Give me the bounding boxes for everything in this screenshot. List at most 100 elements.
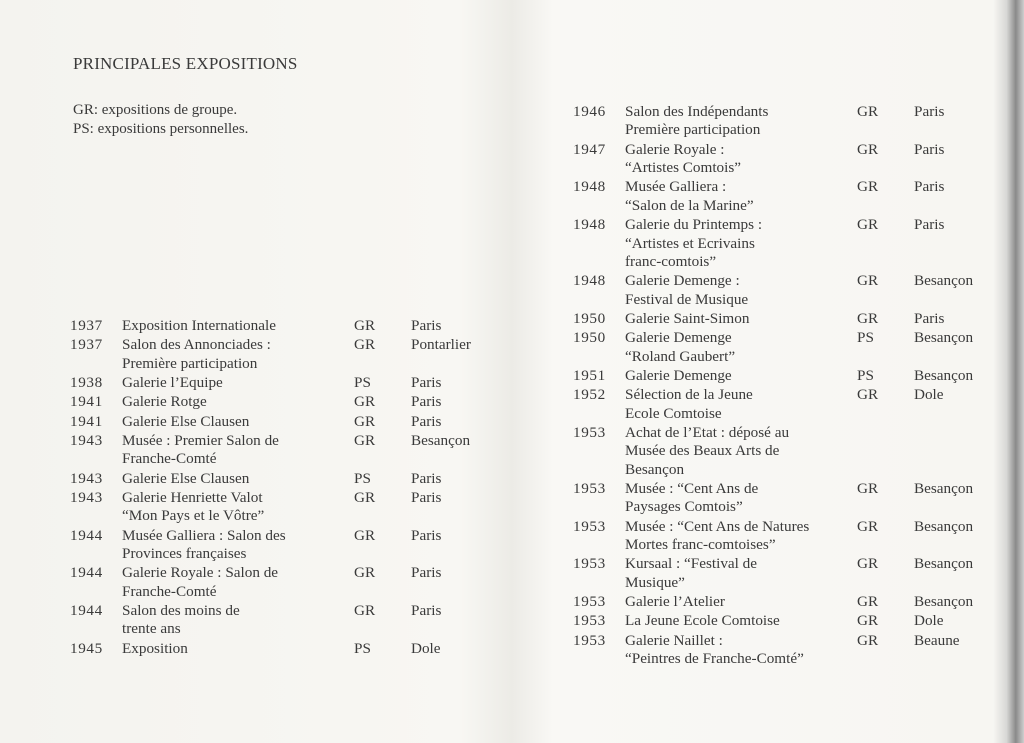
exhibition-city: Besançon [411,431,471,449]
exhibition-entry: Galerie Royale : “Artistes Comtois” 1947 G… [573,141,1003,178]
exhibition-year: 1938 [70,374,103,391]
abbreviation-legend: GR: expositions de groupe. PS: expositio… [73,101,248,139]
exhibition-city: Besançon [914,480,974,498]
exhibition-city: Besançon [914,555,974,573]
exhibition-entry: Galerie Demenge 1951 PS Besançon [573,367,1003,385]
legend-gr: GR: expositions de groupe. [73,102,238,118]
exhibition-year: 1943 [70,431,103,449]
exhibition-year: 1953 [573,480,606,498]
exhibition-title: Musée Galliera : Salon des Provinces fra… [122,526,286,562]
exhibition-title: Musée : “Cent Ans de Natures Mortes fran… [625,517,810,554]
exhibition-year: 1944 [70,564,103,582]
exhibition-title: Galerie Naillet : “Peintres de Franche-C… [625,631,804,668]
exhibition-title: Salon des moins de trente ans [122,602,240,638]
exhibition-title: Galerie Royale : Salon de Franche-Comté [122,564,279,600]
exhibitions-list-right: Salon des Indépendants Première particip… [573,103,1003,669]
exhibition-entry: Salon des moins de trente ans 1944 GR Paris [70,602,500,639]
exhibition-type: GR [857,593,879,611]
exhibition-year: 1948 [573,178,606,196]
exhibition-entry: Exposition 1945 PS Dole [70,640,500,658]
exhibition-city: Dole [914,386,944,404]
exhibition-title: Galerie l’Equipe [122,374,223,391]
exhibition-year: 1953 [573,423,606,441]
exhibition-type: PS [857,329,874,347]
exhibition-city: Paris [411,393,442,411]
exhibition-title: Exposition [122,639,188,657]
exhibition-year: 1941 [70,393,103,411]
exhibition-title: Galerie Rotge [122,393,207,411]
exhibition-type: PS [354,469,371,487]
exhibition-city: Besançon [914,366,974,384]
exhibition-type: GR [857,272,879,290]
exhibition-city: Pontarlier [411,336,471,354]
exhibition-type: GR [354,488,376,506]
exhibition-year: 1947 [573,140,606,158]
exhibition-city: Paris [411,488,442,506]
exhibition-year: 1953 [573,555,606,573]
exhibition-entry: Galerie Henriette Valot “Mon Pays et le … [70,489,500,526]
exhibition-year: 1944 [70,526,103,544]
exhibition-type: GR [857,480,879,498]
exhibition-entry: Musée : Premier Salon de Franche-Comté 19… [70,432,500,469]
exhibition-city: Dole [914,612,944,630]
exhibition-entry: Kursaal : “Festival de Musique” 1953 GR Bes… [573,555,1003,592]
exhibition-year: 1946 [573,103,606,120]
exhibition-entry: Salon des Indépendants Première particip… [573,103,1003,140]
exhibition-year: 1945 [70,639,103,657]
exhibition-entry: Galerie Rotge 1941 GR Paris [70,393,500,411]
exhibition-year: 1951 [573,366,606,384]
exhibition-city: Paris [411,602,442,619]
exhibition-city: Beaune [914,631,960,649]
exhibition-city: Paris [411,317,442,334]
exhibition-title: Kursaal : “Festival de Musique” [625,555,758,591]
exhibition-type: GR [354,393,376,411]
exhibition-title: Musée : “Cent Ans de Paysages Comtois” [625,480,759,516]
exhibition-type: GR [857,309,879,327]
exhibition-entry: Musée : “Cent Ans de Natures Mortes fran… [573,518,1003,555]
exhibition-city: Dole [411,639,441,657]
exhibition-type: GR [857,386,879,404]
exhibition-entry: Galerie Else Clausen 1941 GR Paris [70,413,500,431]
exhibition-type: GR [354,526,376,544]
exhibition-type: GR [857,555,879,573]
exhibition-title: Galerie Demenge “Roland Gaubert” [625,329,736,365]
exhibition-year: 1943 [70,469,103,487]
exhibition-type: PS [354,374,371,391]
exhibition-entry: Musée : “Cent Ans de Paysages Comtois” 19… [573,480,1003,517]
exhibition-entry: Achat de l’Etat : déposé au Musée des Be… [573,424,1003,479]
exhibition-type: GR [354,412,376,430]
exhibition-title: Galerie l’Atelier [625,593,725,611]
exhibition-entry: Musée Galliera : Salon des Provinces fra… [70,527,500,564]
exhibition-title: Galerie Else Clausen [122,469,250,487]
exhibition-title: Galerie Demenge : Festival de Musique [625,272,749,308]
exhibition-entry: Musée Galliera : “Salon de la Marine” 194… [573,178,1003,215]
exhibition-title: Galerie Saint-Simon [625,309,750,327]
exhibition-year: 1952 [573,386,606,404]
exhibition-year: 1953 [573,593,606,611]
exhibition-city: Besançon [914,272,974,290]
exhibition-type: GR [354,564,376,582]
exhibition-year: 1950 [573,329,606,347]
legend-ps: PS: expositions personnelles. [73,121,249,137]
exhibition-year: 1950 [573,309,606,327]
exhibition-type: GR [857,140,879,158]
exhibition-city: Paris [914,178,945,196]
exhibition-entry: Galerie Else Clausen 1943 PS Paris [70,470,500,488]
exhibition-city: Paris [411,374,442,391]
exhibition-type: GR [857,517,879,535]
exhibition-city: Paris [914,103,945,120]
exhibition-title: La Jeune Ecole Comtoise [625,612,780,630]
exhibition-city: Paris [914,309,945,327]
exhibition-city: Paris [411,412,442,430]
exhibition-year: 1953 [573,612,606,630]
exhibition-city: Besançon [914,517,974,535]
exhibition-year: 1948 [573,272,606,290]
page-heading: PRINCIPALES EXPOSITIONS [73,54,298,73]
exhibition-entry: Salon des Annonciades : Première partici… [70,336,500,373]
exhibition-type: GR [857,631,879,649]
exhibition-type: PS [354,639,371,657]
exhibition-type: GR [857,612,879,630]
exhibition-title: Galerie Royale : “Artistes Comtois” [625,140,742,177]
exhibition-entry: Galerie Naillet : “Peintres de Franche-C… [573,632,1003,669]
exhibition-title: Salon des Annonciades : Première partici… [122,336,271,372]
